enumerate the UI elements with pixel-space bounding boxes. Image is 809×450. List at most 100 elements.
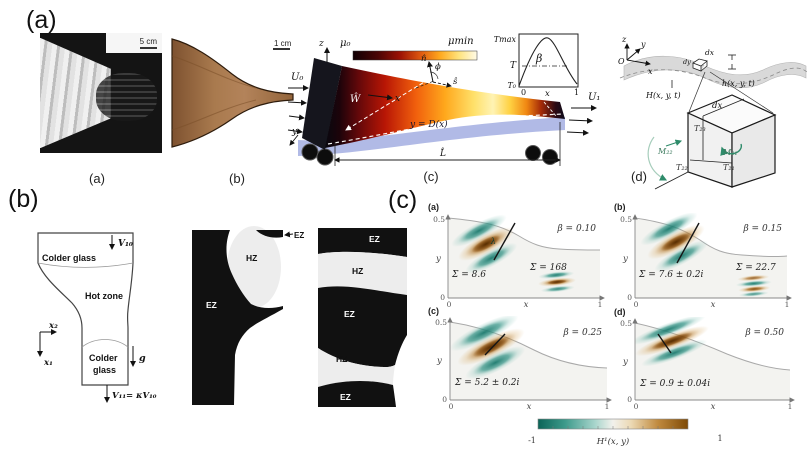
z-axis-label: z xyxy=(318,39,324,49)
colder-glass-top-label: Colder glass xyxy=(42,253,96,263)
panel-b-label: (b) xyxy=(8,185,39,213)
H-label: H(x, y, t) xyxy=(645,91,681,100)
xtick-0: 0 xyxy=(447,300,452,309)
wavelength-line xyxy=(657,333,672,354)
brown-lobe-core xyxy=(660,232,692,252)
x2-label: x₂ xyxy=(48,321,58,331)
photo-a-caption: (a) xyxy=(89,171,105,186)
ytick-05: 0.5 xyxy=(620,319,632,328)
tangent-vector-arrow xyxy=(432,81,452,88)
tmax-label: Tmax xyxy=(494,35,517,44)
edge-curve-label: y = D(x) xyxy=(409,119,448,130)
brown-stripe-core xyxy=(547,279,567,285)
eigenmode-plot-c: (c) β = 0.25 Σ = 5.2 ± 0.2i 0.5 0 y 0 x … xyxy=(428,306,612,412)
x-axis-label: x xyxy=(648,67,653,76)
mu0-label: μ₀ xyxy=(340,38,351,49)
xtick-1: 1 xyxy=(788,402,793,411)
width-dimension-arrow xyxy=(345,75,435,131)
u0-label: U₀ xyxy=(291,72,303,83)
width-label: Ŵ xyxy=(350,93,361,105)
hz1-label: HZ xyxy=(352,266,363,276)
viscosity-colorbar xyxy=(352,50,478,61)
x-axis-title: x xyxy=(711,402,716,412)
ez-band-3 xyxy=(318,380,396,407)
roller-left xyxy=(301,143,319,161)
u0-arrow xyxy=(288,114,305,121)
x-axis-title: x xyxy=(527,402,532,412)
x1-label: x₁ xyxy=(43,358,53,368)
element-box xyxy=(692,58,708,72)
explode-line xyxy=(709,71,774,114)
sheet-streak xyxy=(171,99,257,131)
v11-label: V₁₁= κV₁₀ xyxy=(112,391,157,401)
scalebar-5cm: 5 cm xyxy=(139,37,157,49)
beta-annotation: β = 0.10 xyxy=(556,224,596,234)
xtick-1: 1 xyxy=(605,402,610,411)
temperature-profile-curve xyxy=(518,37,578,87)
subplot-tag: (b) xyxy=(614,202,626,212)
edge-extension-line xyxy=(654,171,689,190)
gravity-label: g xyxy=(139,353,146,364)
panel-a-label: (a) xyxy=(26,6,57,34)
colorbar-ticks xyxy=(552,426,674,429)
sigma-left-annotation: Σ = 0.9 ± 0.04i xyxy=(639,379,710,389)
sigma-left-annotation: Σ = 8.6 xyxy=(451,270,486,280)
y-axis-title: y xyxy=(622,254,628,264)
mumin-label: μmin xyxy=(448,36,474,47)
xtick-0: 0 xyxy=(634,402,639,411)
ytick-05: 0.5 xyxy=(620,215,632,224)
panel-c-label: (c) xyxy=(388,186,418,214)
hz-label: HZ xyxy=(246,253,257,263)
beta-annotation: β = 0.50 xyxy=(744,328,784,338)
teal-stripe xyxy=(538,271,575,279)
furnace-outline xyxy=(37,232,134,386)
length-label: L̂ xyxy=(439,147,446,159)
y-axis-title: y xyxy=(622,357,628,367)
m21-label: M₂₁ xyxy=(722,148,738,157)
ez-arrow-label: EZ xyxy=(294,231,304,240)
brown-stripe xyxy=(738,285,771,293)
ytick-0: 0 xyxy=(442,395,447,404)
dy-label: dy xyxy=(683,58,691,66)
sigma-right-annotation: Σ = 22.7 xyxy=(735,263,776,273)
phi-angle-arc xyxy=(429,71,439,80)
ytick-05: 0.5 xyxy=(435,318,447,327)
colder-glass-bottom-label-1: Colder xyxy=(89,353,118,363)
amber-sheet-shape xyxy=(171,38,294,148)
furnace-diagram: V₁₀ Colder glass Hot zone x₂ x₁ Colder g… xyxy=(37,232,157,403)
y-axis-arrow xyxy=(289,134,299,146)
x-axis-label: x xyxy=(395,94,400,104)
cold-zone-region xyxy=(192,230,283,405)
stress-cube: dx T₂₃ M₂₂ M₂₁ T₂₂ T₂₁ xyxy=(647,94,777,190)
teal-lobe xyxy=(635,317,706,345)
beta-annotation: β = 0.15 xyxy=(742,224,782,234)
zone-map-2: EZ HZ EZ HZ EZ xyxy=(318,228,407,407)
ez1-label: EZ xyxy=(369,234,380,244)
scalebar-1cm: 1 cm xyxy=(274,39,292,48)
colorbar-max-label: 1 xyxy=(717,434,722,443)
teal-stripe xyxy=(735,280,772,287)
h-label: h(x, y, t) xyxy=(722,79,755,88)
inset-x: x xyxy=(545,89,550,99)
mode-field xyxy=(451,214,576,293)
sheet-centerline-dash xyxy=(619,67,808,85)
u1-label: U₁ xyxy=(588,92,600,103)
schematic-c-caption: (c) xyxy=(423,169,439,184)
teal-lobe xyxy=(450,316,519,352)
teal-stripe xyxy=(738,291,769,297)
xtick-1: 1 xyxy=(785,300,790,309)
roller-right xyxy=(542,149,558,165)
u1-arrow xyxy=(566,129,589,136)
beta-annotation: β = 0.25 xyxy=(562,328,602,338)
t-label: T xyxy=(510,61,517,71)
m22-label: M₂₂ xyxy=(657,147,673,156)
brown-lobe-core xyxy=(472,336,510,358)
exit-edge-dash xyxy=(543,101,557,117)
hz-band-2 xyxy=(318,348,395,387)
photo-glass-sheet-grayscale: 5 cm xyxy=(40,33,162,153)
mode-field xyxy=(635,317,709,367)
glass-swirl-texture xyxy=(96,72,158,121)
h-field-colorbar: -1 H¹(x, y) 1 xyxy=(528,418,723,447)
ez-band-2 xyxy=(318,286,407,367)
sigma-left-annotation: Σ = 5.2 ± 0.2i xyxy=(454,378,520,388)
